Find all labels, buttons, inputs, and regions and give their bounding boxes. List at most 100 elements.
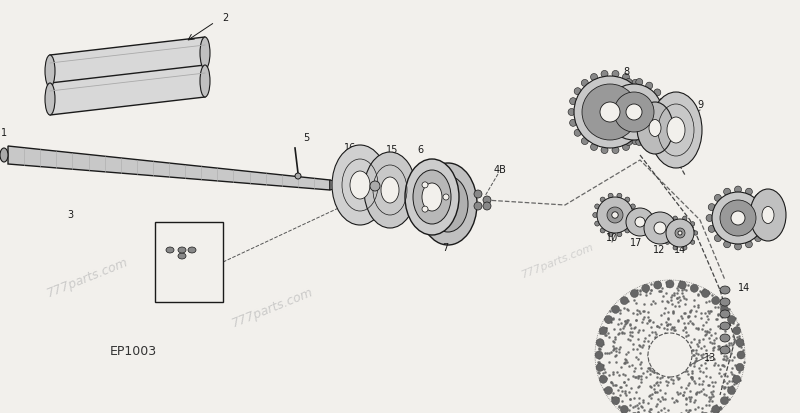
Point <box>686 321 699 328</box>
Point <box>605 319 618 325</box>
Point <box>654 321 667 328</box>
Point <box>626 372 639 379</box>
Point <box>651 369 664 376</box>
Point <box>637 308 650 314</box>
Point <box>610 351 622 358</box>
Point <box>642 400 655 407</box>
Point <box>705 308 718 315</box>
Circle shape <box>673 246 678 250</box>
Polygon shape <box>8 146 330 190</box>
Circle shape <box>625 228 630 233</box>
Text: 3: 3 <box>67 210 73 220</box>
Point <box>634 287 646 293</box>
Point <box>690 341 703 347</box>
Circle shape <box>625 197 630 202</box>
Point <box>667 325 680 332</box>
Point <box>706 292 718 299</box>
Point <box>612 387 625 393</box>
Point <box>682 382 694 389</box>
Point <box>718 345 730 352</box>
Circle shape <box>714 195 722 202</box>
Circle shape <box>761 225 768 233</box>
Circle shape <box>736 339 744 347</box>
Point <box>711 346 724 353</box>
Point <box>670 295 683 302</box>
Point <box>696 404 709 411</box>
Circle shape <box>666 219 694 247</box>
Point <box>631 409 644 413</box>
Circle shape <box>690 222 694 226</box>
Circle shape <box>675 228 685 238</box>
Circle shape <box>734 243 742 250</box>
Point <box>715 362 728 368</box>
Ellipse shape <box>178 247 186 253</box>
Point <box>630 401 643 408</box>
Point <box>595 366 608 372</box>
Point <box>699 328 712 335</box>
Point <box>670 285 683 291</box>
Point <box>655 393 668 400</box>
Point <box>652 323 665 330</box>
Point <box>646 368 658 374</box>
Point <box>642 412 655 413</box>
Point <box>683 396 696 402</box>
Point <box>692 324 705 331</box>
Point <box>689 313 702 319</box>
Ellipse shape <box>422 183 442 211</box>
Point <box>681 313 694 320</box>
Point <box>725 339 738 346</box>
Point <box>688 378 701 385</box>
Text: 14: 14 <box>674 245 686 255</box>
Circle shape <box>646 82 653 89</box>
Point <box>696 380 709 387</box>
Point <box>706 387 719 394</box>
Point <box>625 328 638 335</box>
Point <box>607 347 620 353</box>
Point <box>622 349 634 355</box>
Point <box>727 381 740 387</box>
Point <box>638 308 650 315</box>
Point <box>598 315 611 322</box>
Point <box>682 380 695 387</box>
Circle shape <box>370 181 380 191</box>
Point <box>598 369 611 376</box>
Point <box>678 301 691 308</box>
Point <box>650 322 663 329</box>
Circle shape <box>666 222 670 226</box>
Point <box>670 294 683 301</box>
Point <box>686 369 698 376</box>
Point <box>732 342 745 349</box>
Point <box>689 411 702 413</box>
Circle shape <box>644 212 676 244</box>
Point <box>631 375 644 381</box>
Circle shape <box>622 143 630 150</box>
Point <box>677 392 690 398</box>
Point <box>690 325 702 331</box>
Point <box>618 388 631 394</box>
Point <box>602 350 615 356</box>
Point <box>679 324 692 330</box>
Point <box>713 342 726 349</box>
Point <box>649 337 662 344</box>
Circle shape <box>474 190 482 198</box>
Circle shape <box>662 231 666 235</box>
Point <box>722 340 735 347</box>
Point <box>627 404 640 411</box>
Point <box>621 306 634 312</box>
Point <box>702 316 714 322</box>
Point <box>598 350 611 356</box>
Point <box>710 298 722 304</box>
Point <box>621 359 634 366</box>
Point <box>697 386 710 392</box>
Point <box>692 380 705 387</box>
Circle shape <box>733 375 741 383</box>
Point <box>682 313 694 320</box>
Circle shape <box>570 119 577 126</box>
Point <box>677 284 690 291</box>
Point <box>698 286 710 292</box>
Point <box>612 403 625 409</box>
Circle shape <box>630 290 638 297</box>
Point <box>599 324 612 331</box>
Point <box>618 359 631 366</box>
Circle shape <box>574 88 581 95</box>
